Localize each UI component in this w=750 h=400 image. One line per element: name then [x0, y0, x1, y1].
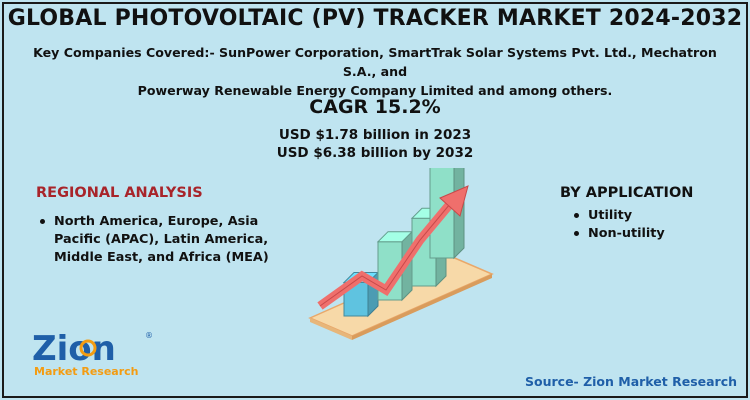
regional-item: North America, Europe, Asia Pacific (APA…	[36, 213, 296, 267]
page-title: GLOBAL PHOTOVOLTAIC (PV) TRACKER MARKET …	[7, 6, 743, 31]
key-companies: Key Companies Covered:- SunPower Corpora…	[20, 43, 730, 100]
trend-arrow-icon	[317, 185, 469, 310]
application-item-utility: Utility	[570, 207, 720, 225]
market-value-2023: USD $1.78 billion in 2023	[278, 127, 472, 143]
key-companies-line-1: Key Companies Covered:- SunPower Corpora…	[33, 45, 717, 79]
application-list: Utility Non-utility	[570, 207, 720, 243]
zion-logo: Zion ® Market Research	[32, 329, 153, 378]
market-value-2032: USD $6.38 billion by 2032	[276, 145, 474, 161]
key-companies-line-2: Powerway Renewable Energy Company Limite…	[137, 83, 613, 98]
arrow-head	[439, 185, 469, 217]
regional-analysis-heading: REGIONAL ANALYSIS	[36, 185, 203, 201]
application-item-non-utility: Non-utility	[570, 225, 720, 243]
regional-list: North America, Europe, Asia Pacific (APA…	[36, 213, 296, 267]
source-credit: Source- Zion Market Research	[525, 374, 738, 389]
logo-subtitle: Market Research	[34, 365, 139, 378]
by-application-heading: BY APPLICATION	[560, 185, 694, 201]
logo-registered-mark: ®	[145, 331, 153, 340]
trend-line-edge	[319, 203, 451, 307]
logo-word: Zion	[32, 329, 116, 369]
cagr-text: CAGR 15.2%	[309, 96, 441, 118]
logo-globe-icon	[79, 339, 97, 357]
market-values: USD $1.78 billion in 2023 USD $6.38 bill…	[0, 126, 750, 162]
bar-chart-illustration	[308, 168, 494, 340]
